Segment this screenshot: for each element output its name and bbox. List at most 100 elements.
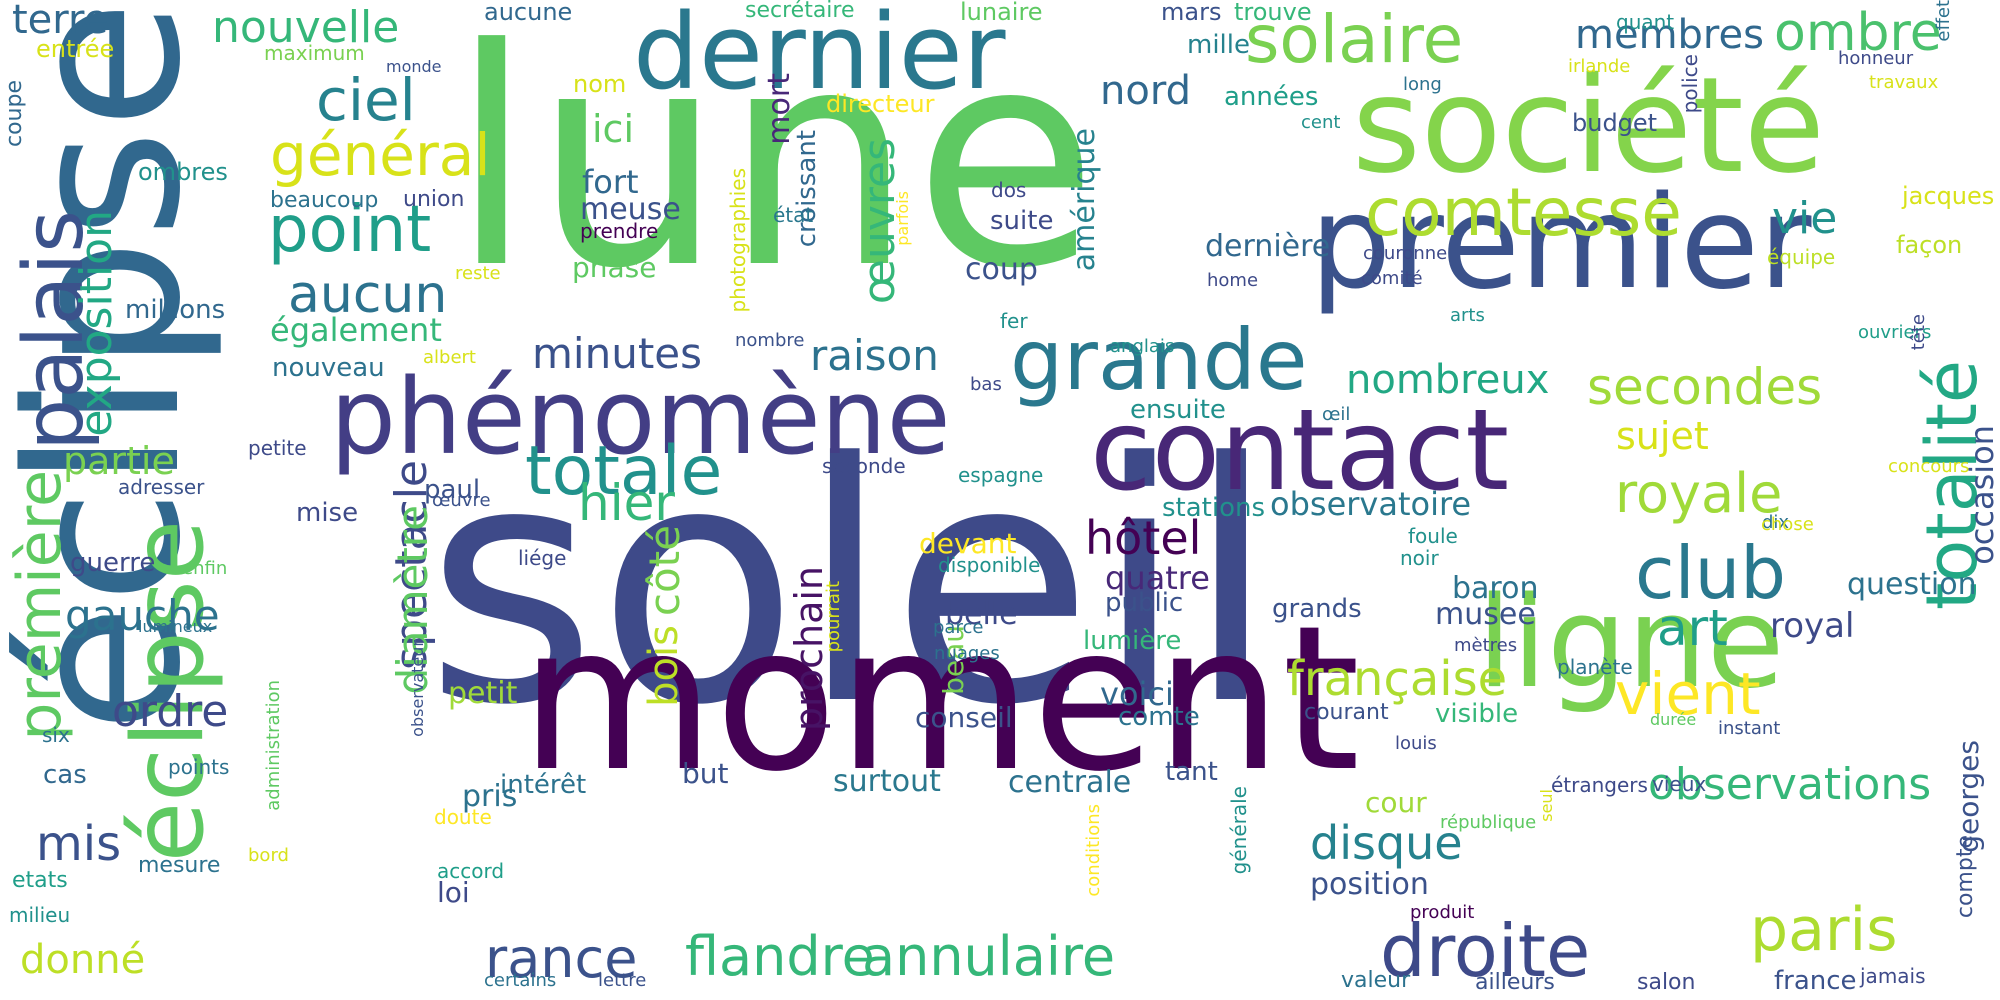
word: louis (1395, 733, 1437, 754)
word: compte (1953, 835, 1978, 919)
word: ouvriers (1858, 322, 1932, 343)
word: côté (640, 525, 689, 617)
word: parce (933, 617, 984, 638)
word: lune (450, 0, 1099, 334)
word: mort (762, 73, 797, 145)
word: général (270, 121, 491, 189)
word: jacques (1902, 182, 1995, 210)
word: devant (919, 527, 1017, 560)
word: droite (1380, 909, 1591, 993)
word: lettre (598, 970, 647, 991)
word: loi (437, 876, 470, 909)
word: suite (990, 206, 1054, 236)
word: valeur (1341, 968, 1411, 993)
word: amérique (1067, 128, 1102, 272)
word: partie (63, 439, 175, 483)
word: mise (296, 498, 359, 528)
word: musee (1435, 597, 1536, 632)
word: contact (1090, 386, 1510, 516)
word: vieux (1652, 772, 1707, 796)
word: france (1774, 966, 1857, 996)
word: nombre (735, 330, 805, 351)
word: conseil (915, 701, 1013, 734)
word: disque (1310, 816, 1463, 870)
word: observatoire (1270, 485, 1472, 523)
word: ombres (138, 158, 228, 186)
word: état (773, 203, 814, 227)
word: anglais (1110, 336, 1175, 357)
word: home (1207, 270, 1259, 291)
word: produit (1410, 902, 1475, 923)
word: pris (462, 779, 518, 814)
word: dernière (1205, 229, 1331, 264)
word: donné (20, 937, 146, 983)
word: également (270, 311, 442, 349)
word: société (1352, 49, 1825, 203)
word: intérêt (500, 770, 587, 800)
word: nouveau (272, 353, 385, 383)
word: tête (1908, 314, 1929, 351)
word: prendre (580, 219, 659, 243)
word: quant (1616, 10, 1675, 34)
word: hier (578, 474, 675, 532)
word: pourrait (823, 581, 844, 653)
word: police (1678, 54, 1702, 114)
word: terre (12, 0, 109, 43)
word: première (5, 470, 75, 741)
word: flandre (685, 925, 875, 988)
word: secondes (1587, 358, 1823, 416)
word: six (42, 723, 70, 747)
word: raison (810, 331, 939, 380)
word: ensuite (1130, 395, 1226, 425)
word: cas (43, 760, 87, 790)
word: grands (1272, 594, 1362, 624)
word: sujet (1616, 414, 1709, 458)
word: durée (1650, 710, 1697, 729)
word: moment (520, 583, 1361, 816)
word: mis (36, 816, 122, 872)
word: salon (1637, 970, 1696, 995)
word: hôtel (1085, 511, 1202, 565)
word: comte (1118, 702, 1200, 732)
word: phénomène (330, 356, 951, 478)
word: solaire (1245, 1, 1464, 78)
word: administration (263, 680, 284, 811)
word: union (403, 187, 465, 212)
word: irlande (1568, 56, 1631, 77)
word: grande (1010, 311, 1308, 409)
word: fer (1000, 309, 1028, 333)
word: baron (1452, 571, 1539, 606)
word: totale (525, 432, 723, 511)
word: paul (424, 475, 481, 505)
word: comtesse (1365, 174, 1682, 251)
word: stations (1162, 493, 1266, 523)
word: lunaire (960, 0, 1043, 26)
word: bord (248, 845, 289, 866)
word: œil (1322, 404, 1351, 425)
word: visible (1435, 699, 1519, 729)
word: monde (386, 57, 442, 76)
word: reste (455, 263, 501, 284)
word: noir (1400, 546, 1439, 570)
word: soleil (425, 393, 1277, 777)
word: minutes (532, 329, 703, 378)
word: art (1657, 599, 1728, 657)
word: quatre (1105, 559, 1210, 597)
word: but (682, 757, 729, 790)
word: royal (1770, 606, 1855, 646)
word: travaux (1869, 72, 1939, 93)
word: arts (1450, 305, 1485, 326)
word: paris (1750, 895, 1898, 965)
word: etats (12, 868, 68, 893)
word: dos (991, 178, 1027, 202)
word: belle (945, 597, 1018, 632)
word: budget (1572, 109, 1658, 137)
word: ici (592, 107, 635, 151)
word: doute (434, 805, 492, 829)
word: petite (248, 436, 307, 460)
word: équipe (1767, 245, 1836, 269)
word: nom (573, 70, 627, 98)
word: nouvelle (212, 2, 400, 53)
word: couronne (1363, 243, 1448, 264)
